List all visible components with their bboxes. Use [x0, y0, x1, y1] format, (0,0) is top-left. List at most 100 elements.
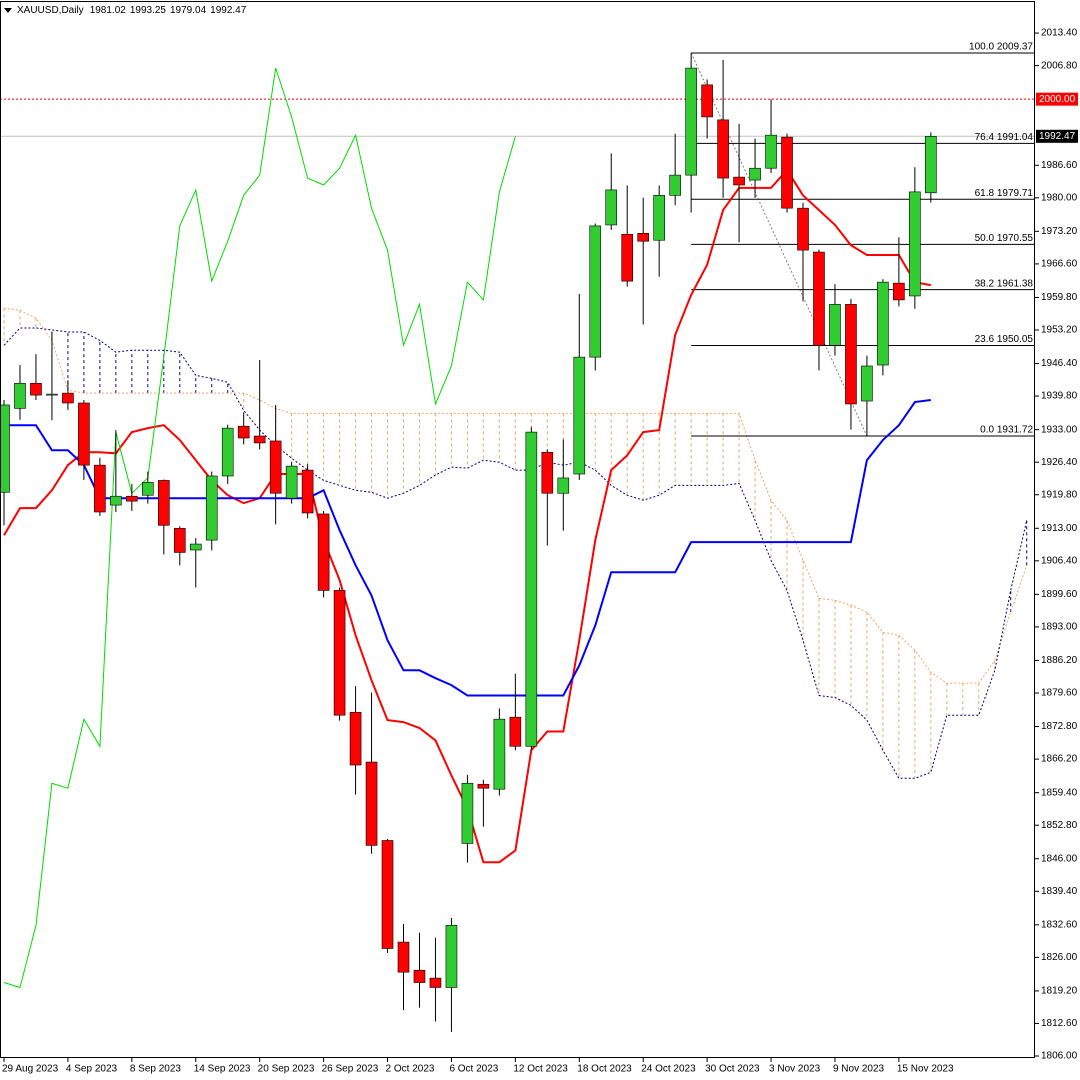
candle-body	[14, 382, 26, 409]
candle-body	[781, 136, 793, 209]
candle-body	[413, 969, 426, 983]
x-tick-label: 29 Aug 2023	[2, 1064, 59, 1075]
x-tick-label: 20 Sep 2023	[258, 1064, 315, 1075]
fib-label: 23.6 1950.05	[975, 334, 1034, 345]
x-tick-label: 18 Oct 2023	[577, 1064, 632, 1075]
candle-body	[142, 482, 154, 496]
y-tick-label: 1966.60	[1041, 259, 1078, 270]
candle-body	[637, 233, 650, 242]
candle-body	[477, 783, 490, 789]
candle-body	[62, 392, 74, 404]
y-tick-label: 2013.40	[1041, 28, 1078, 39]
title-arrow	[4, 8, 12, 13]
candle-body	[461, 782, 474, 844]
title-symbol: XAUUSD,Daily	[17, 5, 84, 16]
candle-body	[333, 590, 346, 716]
y-tick-label: 1959.80	[1041, 292, 1078, 303]
chart-title: XAUUSD,Daily 1981.02 1993.25 1979.04 1992.47	[17, 5, 247, 16]
candle-body	[285, 465, 298, 499]
fib-label: 76.4 1991.04	[975, 132, 1034, 143]
y-tick-label: 1926.40	[1041, 457, 1078, 468]
fib-label: 38.2 1961.38	[975, 278, 1034, 289]
x-tick-label: 30 Oct 2023	[705, 1064, 760, 1075]
x-tick-label: 15 Nov 2023	[897, 1064, 954, 1075]
y-tick-label: 1933.00	[1041, 424, 1078, 435]
candle-body	[189, 543, 202, 551]
y-tick-label: 1939.80	[1041, 391, 1078, 402]
y-tick-label: 1886.20	[1041, 655, 1078, 666]
candle-body	[30, 382, 42, 396]
candle-body	[909, 191, 921, 297]
y-tick-label: 1946.40	[1041, 358, 1078, 369]
y-tick-label: 1852.80	[1041, 820, 1078, 831]
candle-body	[221, 427, 234, 477]
candle-body	[269, 440, 282, 494]
lagging-line	[3, 67, 516, 989]
candle-body	[173, 527, 186, 553]
x-tick-label: 8 Sep 2023	[130, 1064, 182, 1075]
price-line-label: 2000.00	[1039, 94, 1076, 105]
candle-body	[365, 761, 378, 846]
y-tick-label: 1980.00	[1041, 192, 1078, 203]
price-line-tag	[1036, 92, 1078, 106]
cloud-span-b	[3, 327, 1028, 779]
y-tick-label: 1872.80	[1041, 721, 1078, 732]
candle-body	[205, 475, 218, 541]
y-tick-label: 1973.20	[1041, 226, 1078, 237]
bid-tag	[1036, 129, 1078, 143]
y-tick-label: 1953.20	[1041, 325, 1078, 336]
title-close: 1992.47	[210, 5, 247, 16]
candle-body	[541, 452, 554, 494]
candle-body	[701, 84, 713, 118]
y-tick-label: 1812.60	[1041, 1018, 1078, 1029]
candle-body	[589, 225, 602, 358]
y-tick-label: 1846.00	[1041, 853, 1078, 864]
y-tick-label: 1906.40	[1041, 555, 1078, 566]
x-tick-label: 2 Oct 2023	[386, 1064, 435, 1075]
candle-body	[669, 174, 681, 196]
candle-body	[509, 716, 522, 747]
y-tick-label: 1859.40	[1041, 787, 1078, 798]
y-tick-label: 1879.60	[1041, 688, 1078, 699]
y-tick-label: 1919.80	[1041, 489, 1078, 500]
candle-body	[397, 941, 410, 973]
candle-body	[301, 469, 314, 514]
candle-body	[317, 513, 330, 591]
y-tick-label: 1893.00	[1041, 622, 1078, 633]
x-tick-label: 14 Sep 2023	[194, 1064, 251, 1075]
candle-body	[749, 167, 761, 181]
candle-body	[829, 304, 841, 346]
candle-body	[525, 431, 538, 747]
candle-body	[893, 282, 905, 301]
candle-body	[685, 67, 697, 176]
candle-body	[877, 281, 889, 366]
y-tick-label: 1899.60	[1041, 589, 1078, 600]
candle-body	[925, 136, 937, 194]
y-tick-label: 1913.00	[1041, 523, 1078, 534]
candle-body	[797, 207, 809, 251]
x-tick-label: 4 Sep 2023	[66, 1064, 118, 1075]
fib-label: 0.0 1931.72	[980, 425, 1033, 436]
candle-body	[765, 134, 777, 169]
x-tick-label: 3 Nov 2023	[769, 1064, 821, 1075]
y-tick-label: 1986.60	[1041, 160, 1078, 171]
candle-body	[621, 234, 634, 282]
candle-body	[0, 404, 10, 493]
y-tick-label: 1819.20	[1041, 986, 1078, 997]
y-tick-label: 1866.20	[1041, 754, 1078, 765]
y-tick-label: 1826.00	[1041, 952, 1078, 963]
y-tick-label: 1832.60	[1041, 919, 1078, 930]
candle-body	[493, 718, 506, 790]
fib-label: 100.0 2009.37	[969, 42, 1033, 53]
y-tick-label: 1806.00	[1041, 1051, 1078, 1062]
candle-body	[126, 495, 138, 502]
plot-layer: 100.0 2009.37 76.4 1991.04 61.8 1979.71 50.…	[0, 42, 1035, 1032]
cloud-span-a	[3, 307, 1028, 684]
candle-body	[381, 840, 394, 949]
candle-body	[717, 119, 729, 179]
candle-body	[349, 711, 362, 766]
candle-body	[653, 195, 665, 241]
title-low: 1979.04	[170, 5, 207, 16]
x-tick-label: 12 Oct 2023	[513, 1064, 568, 1075]
